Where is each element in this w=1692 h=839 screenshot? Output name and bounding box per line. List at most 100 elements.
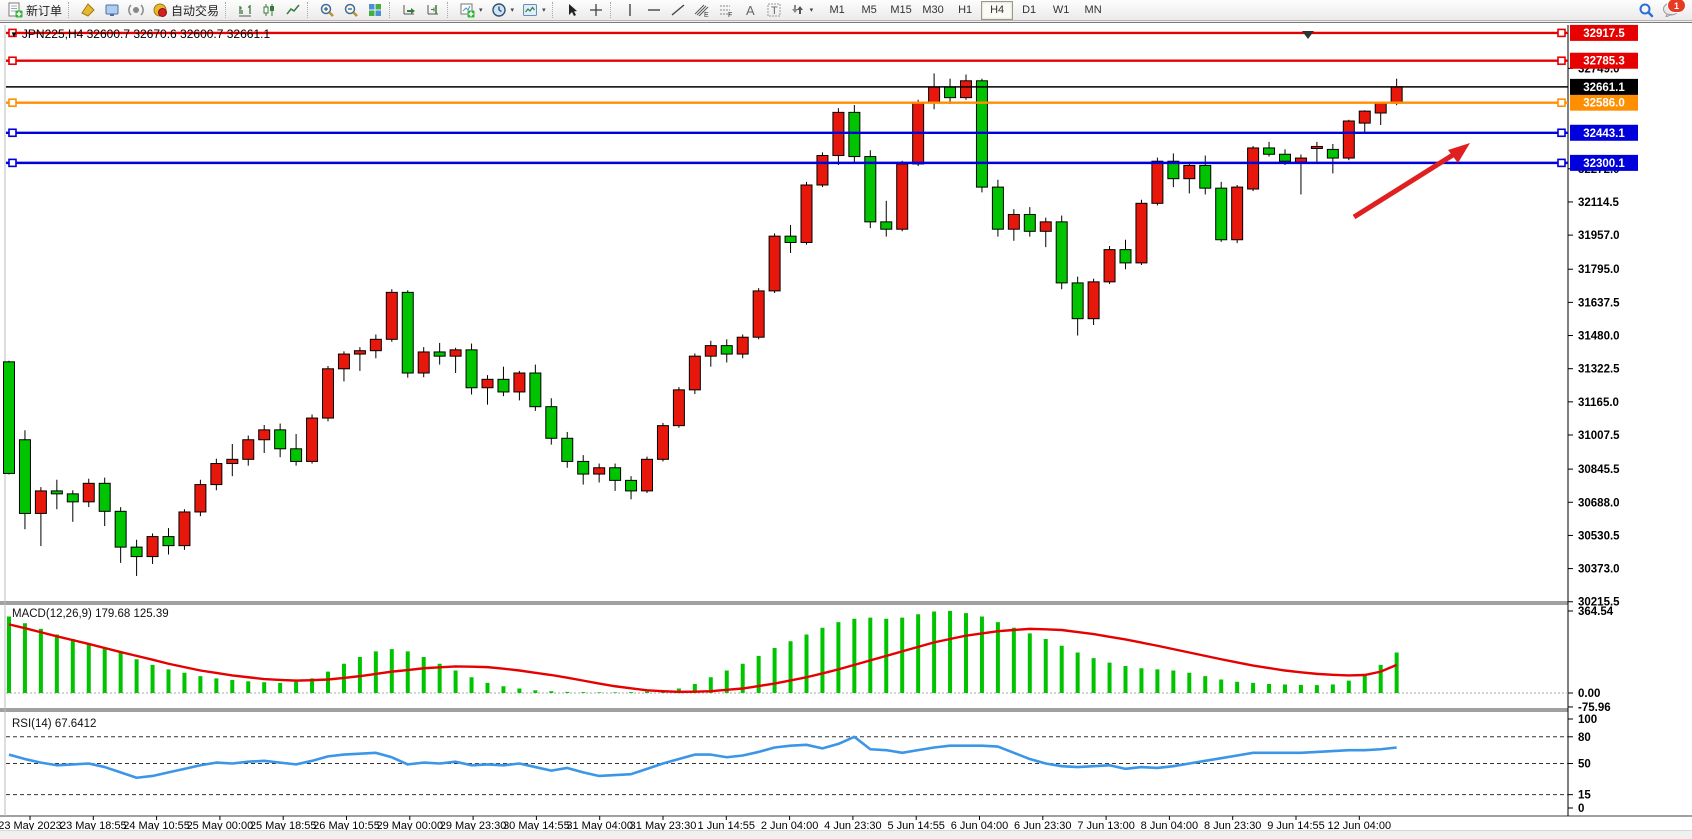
bear-candle[interactable] — [864, 156, 877, 223]
bear-candle[interactable] — [1199, 164, 1212, 189]
bull-candle[interactable] — [641, 458, 653, 492]
bear-candle[interactable] — [529, 372, 542, 408]
bear-candle[interactable] — [561, 437, 574, 462]
bull-candle[interactable] — [417, 351, 430, 374]
crosshair-button[interactable] — [584, 0, 608, 21]
line-handle[interactable] — [8, 28, 17, 38]
line-handle[interactable] — [8, 56, 17, 66]
line-handle[interactable] — [1557, 28, 1566, 38]
bull-candle[interactable] — [1183, 164, 1196, 180]
bear-candle[interactable] — [1023, 213, 1036, 232]
bull-candle[interactable] — [1390, 86, 1403, 104]
line-handle[interactable] — [8, 98, 17, 107]
bull-candle[interactable] — [194, 484, 207, 513]
fibonacci-button[interactable]: F — [714, 0, 738, 21]
line-handle[interactable] — [1557, 128, 1566, 138]
bull-candle[interactable] — [593, 467, 606, 475]
bear-candle[interactable] — [848, 111, 861, 158]
chart-canvas[interactable]: 32749.032272.032114.531957.031795.031637… — [0, 23, 1692, 839]
notifications-icon[interactable]: 1 — [1662, 0, 1686, 19]
bear-candle[interactable] — [98, 482, 111, 512]
bull-candle[interactable] — [34, 490, 47, 514]
bear-candle[interactable] — [1071, 282, 1084, 320]
bull-candle[interactable] — [656, 425, 669, 460]
annotation-arrow[interactable] — [1352, 150, 1458, 220]
bear-candle[interactable] — [880, 221, 893, 230]
bull-candle[interactable] — [146, 536, 159, 558]
bull-candle[interactable] — [1135, 202, 1148, 264]
equidistant-channel-button[interactable]: E — [690, 0, 714, 21]
bull-candle[interactable] — [1151, 160, 1164, 204]
timeframe-m5[interactable]: M5 — [861, 4, 877, 16]
bull-candle[interactable] — [258, 429, 271, 441]
chart-shift-button[interactable] — [421, 0, 445, 21]
bear-candle[interactable] — [433, 351, 446, 357]
new-chart-button[interactable]: ▾ — [455, 0, 487, 21]
bear-candle[interactable] — [114, 510, 127, 548]
line-handle[interactable] — [1557, 98, 1566, 107]
line-chart-button[interactable] — [281, 0, 305, 21]
new-order-button[interactable]: 新订单 — [3, 0, 66, 21]
timeframe-m1[interactable]: M1 — [829, 4, 845, 16]
bull-candle[interactable] — [322, 368, 334, 419]
bull-candle[interactable] — [1231, 186, 1244, 241]
bull-candle[interactable] — [1310, 145, 1323, 149]
signals-button[interactable] — [124, 0, 148, 21]
bear-candle[interactable] — [162, 536, 175, 547]
bear-candle[interactable] — [1263, 147, 1276, 155]
bear-candle[interactable] — [1279, 153, 1291, 162]
chart-shift-marker[interactable] — [1302, 31, 1314, 39]
bear-candle[interactable] — [944, 86, 957, 99]
timeframe-w1[interactable]: W1 — [1052, 4, 1070, 16]
line-handle[interactable] — [1557, 158, 1566, 168]
bear-candle[interactable] — [720, 345, 733, 355]
bull-candle[interactable] — [1374, 102, 1387, 114]
bull-candle[interactable] — [337, 353, 350, 370]
cursor-button[interactable] — [560, 0, 584, 21]
periods-button[interactable]: ▾ — [487, 0, 519, 21]
bear-candle[interactable] — [784, 235, 797, 243]
bear-candle[interactable] — [66, 493, 79, 503]
timeframe-h1[interactable]: H1 — [958, 4, 973, 16]
bear-candle[interactable] — [18, 439, 31, 514]
zoom-out-button[interactable] — [339, 0, 363, 21]
bear-candle[interactable] — [497, 378, 510, 393]
bull-candle[interactable] — [816, 155, 829, 186]
text-label-button[interactable]: T — [762, 0, 786, 21]
line-handle[interactable] — [8, 128, 17, 138]
bear-candle[interactable] — [1215, 187, 1228, 241]
bear-candle[interactable] — [401, 291, 414, 374]
bull-candle[interactable] — [1342, 120, 1355, 159]
bull-candle[interactable] — [481, 378, 494, 389]
objects-button[interactable] — [76, 0, 100, 21]
candlestick-chart-button[interactable] — [257, 0, 281, 21]
vertical-line-button[interactable] — [618, 0, 642, 21]
bull-candle[interactable] — [1103, 249, 1116, 283]
data-window-button[interactable] — [100, 0, 124, 21]
bull-candle[interactable] — [513, 372, 526, 393]
timeframe-m15[interactable]: M15 — [890, 4, 912, 16]
bear-candle[interactable] — [465, 349, 478, 389]
bear-candle[interactable] — [290, 448, 303, 462]
bear-candle[interactable] — [1326, 148, 1339, 159]
bull-candle[interactable] — [688, 355, 701, 391]
bull-candle[interactable] — [82, 482, 95, 503]
line-handle[interactable] — [8, 158, 17, 168]
bear-candle[interactable] — [1167, 160, 1180, 180]
bear-candle[interactable] — [3, 361, 15, 474]
bear-candle[interactable] — [130, 546, 143, 558]
text-button[interactable]: A — [738, 0, 762, 21]
bear-candle[interactable] — [50, 490, 63, 495]
bear-candle[interactable] — [577, 460, 590, 475]
autotrading-button[interactable]: 自动交易 — [148, 0, 223, 21]
symbol-dropdown-icon[interactable]: ▼ — [10, 29, 18, 39]
bear-candle[interactable] — [1055, 221, 1068, 284]
bull-candle[interactable] — [1007, 213, 1020, 230]
auto-scroll-button[interactable] — [397, 0, 421, 21]
bull-candle[interactable] — [800, 184, 813, 243]
bull-candle[interactable] — [1358, 110, 1371, 124]
timeframe-h4[interactable]: H4 — [981, 0, 1014, 20]
bull-candle[interactable] — [226, 458, 239, 465]
bull-candle[interactable] — [210, 463, 223, 486]
bear-candle[interactable] — [991, 186, 1004, 230]
